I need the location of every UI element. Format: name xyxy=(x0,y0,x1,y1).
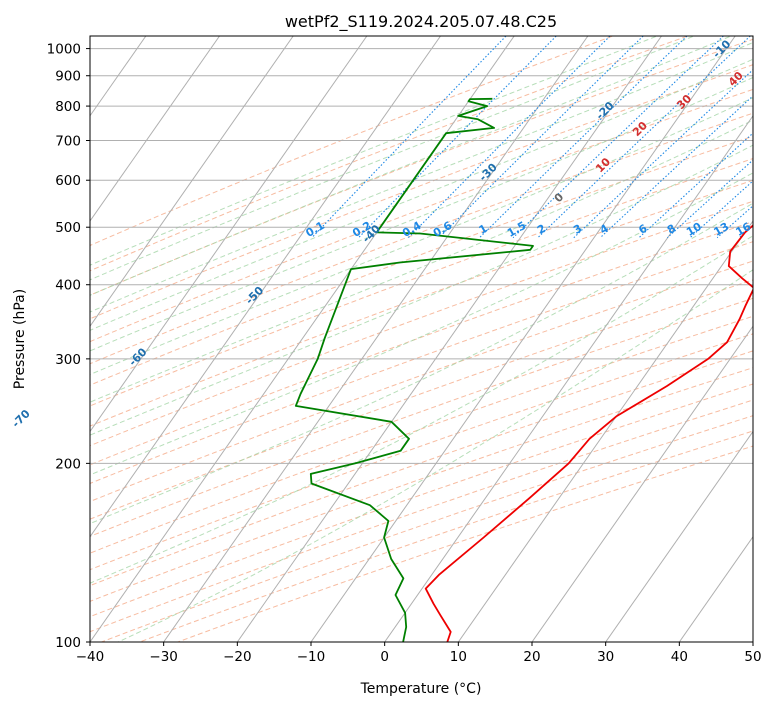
x-tick-label: 50 xyxy=(744,649,761,665)
x-tick-label: 30 xyxy=(597,649,614,665)
isotherm xyxy=(384,114,753,642)
profile-line-1 xyxy=(424,224,753,642)
dry-adiabat xyxy=(90,367,753,602)
mixing-ratio-line xyxy=(407,36,611,239)
y-tick-label: 600 xyxy=(55,173,81,189)
y-tick-label: 300 xyxy=(55,352,81,368)
isotherm xyxy=(163,36,589,642)
isotherm xyxy=(531,325,753,642)
moist-adiabat xyxy=(90,172,753,476)
y-axis-label: Pressure (hPa) xyxy=(12,289,28,389)
mixing-ratio-line xyxy=(358,36,557,239)
moist-adiabat xyxy=(90,235,753,584)
mixing-ratio-line xyxy=(599,95,753,239)
mixing-ratio-line xyxy=(438,36,644,239)
isotherm xyxy=(90,36,368,433)
mixing-ratio-line xyxy=(512,36,725,239)
plot-frame xyxy=(89,35,754,643)
dry-adiabat xyxy=(90,297,753,537)
x-tick-label: 20 xyxy=(523,649,540,665)
x-tick-label: −20 xyxy=(223,649,252,665)
isotherm xyxy=(605,430,753,642)
isotherm xyxy=(236,36,662,642)
mixing-ratio-line xyxy=(311,36,507,239)
mixing-ratio-line xyxy=(667,159,753,239)
moist-adiabat xyxy=(90,76,753,352)
x-tick-label: −40 xyxy=(76,649,105,665)
dry-adiabat xyxy=(90,315,753,554)
chart-title: wetPf2_S119.2024.205.07.48.C25 xyxy=(285,12,557,32)
dry-adiabat xyxy=(90,38,753,296)
y-tick-label: 100 xyxy=(55,635,81,651)
y-tick-label: 400 xyxy=(55,278,81,294)
moist-adiabat xyxy=(90,119,753,403)
x-tick-label: 10 xyxy=(450,649,467,665)
isotherm xyxy=(90,36,441,538)
isotherm xyxy=(310,36,736,642)
mixing-ratio-line xyxy=(479,36,688,239)
isotherm xyxy=(678,535,753,642)
y-tick-label: 1000 xyxy=(47,42,81,58)
dry-adiabat xyxy=(90,350,753,587)
y-tick-label: 800 xyxy=(55,99,81,115)
y-tick-label: 200 xyxy=(55,456,81,472)
x-tick-label: 40 xyxy=(671,649,688,665)
isotherm xyxy=(457,220,753,642)
x-tick-label: −10 xyxy=(297,649,326,665)
dry-adiabat xyxy=(90,135,753,386)
dry-adiabat xyxy=(90,88,753,343)
isotherm xyxy=(90,36,294,328)
moist-adiabat xyxy=(90,202,753,525)
x-tick-label: 0 xyxy=(380,649,389,665)
y-tick-label: 900 xyxy=(55,69,81,85)
y-tick-label: 700 xyxy=(55,133,81,149)
dry-adiabat xyxy=(90,158,753,407)
dry-adiabat xyxy=(90,279,753,520)
isotherm xyxy=(90,36,220,222)
x-tick-label: −30 xyxy=(149,649,178,665)
profile-line-2 xyxy=(294,97,534,642)
x-axis-label: Temperature (°C) xyxy=(360,681,482,697)
dry-adiabat xyxy=(90,383,753,618)
mixing-ratio-line xyxy=(537,36,752,239)
y-tick-label: 500 xyxy=(55,220,81,236)
